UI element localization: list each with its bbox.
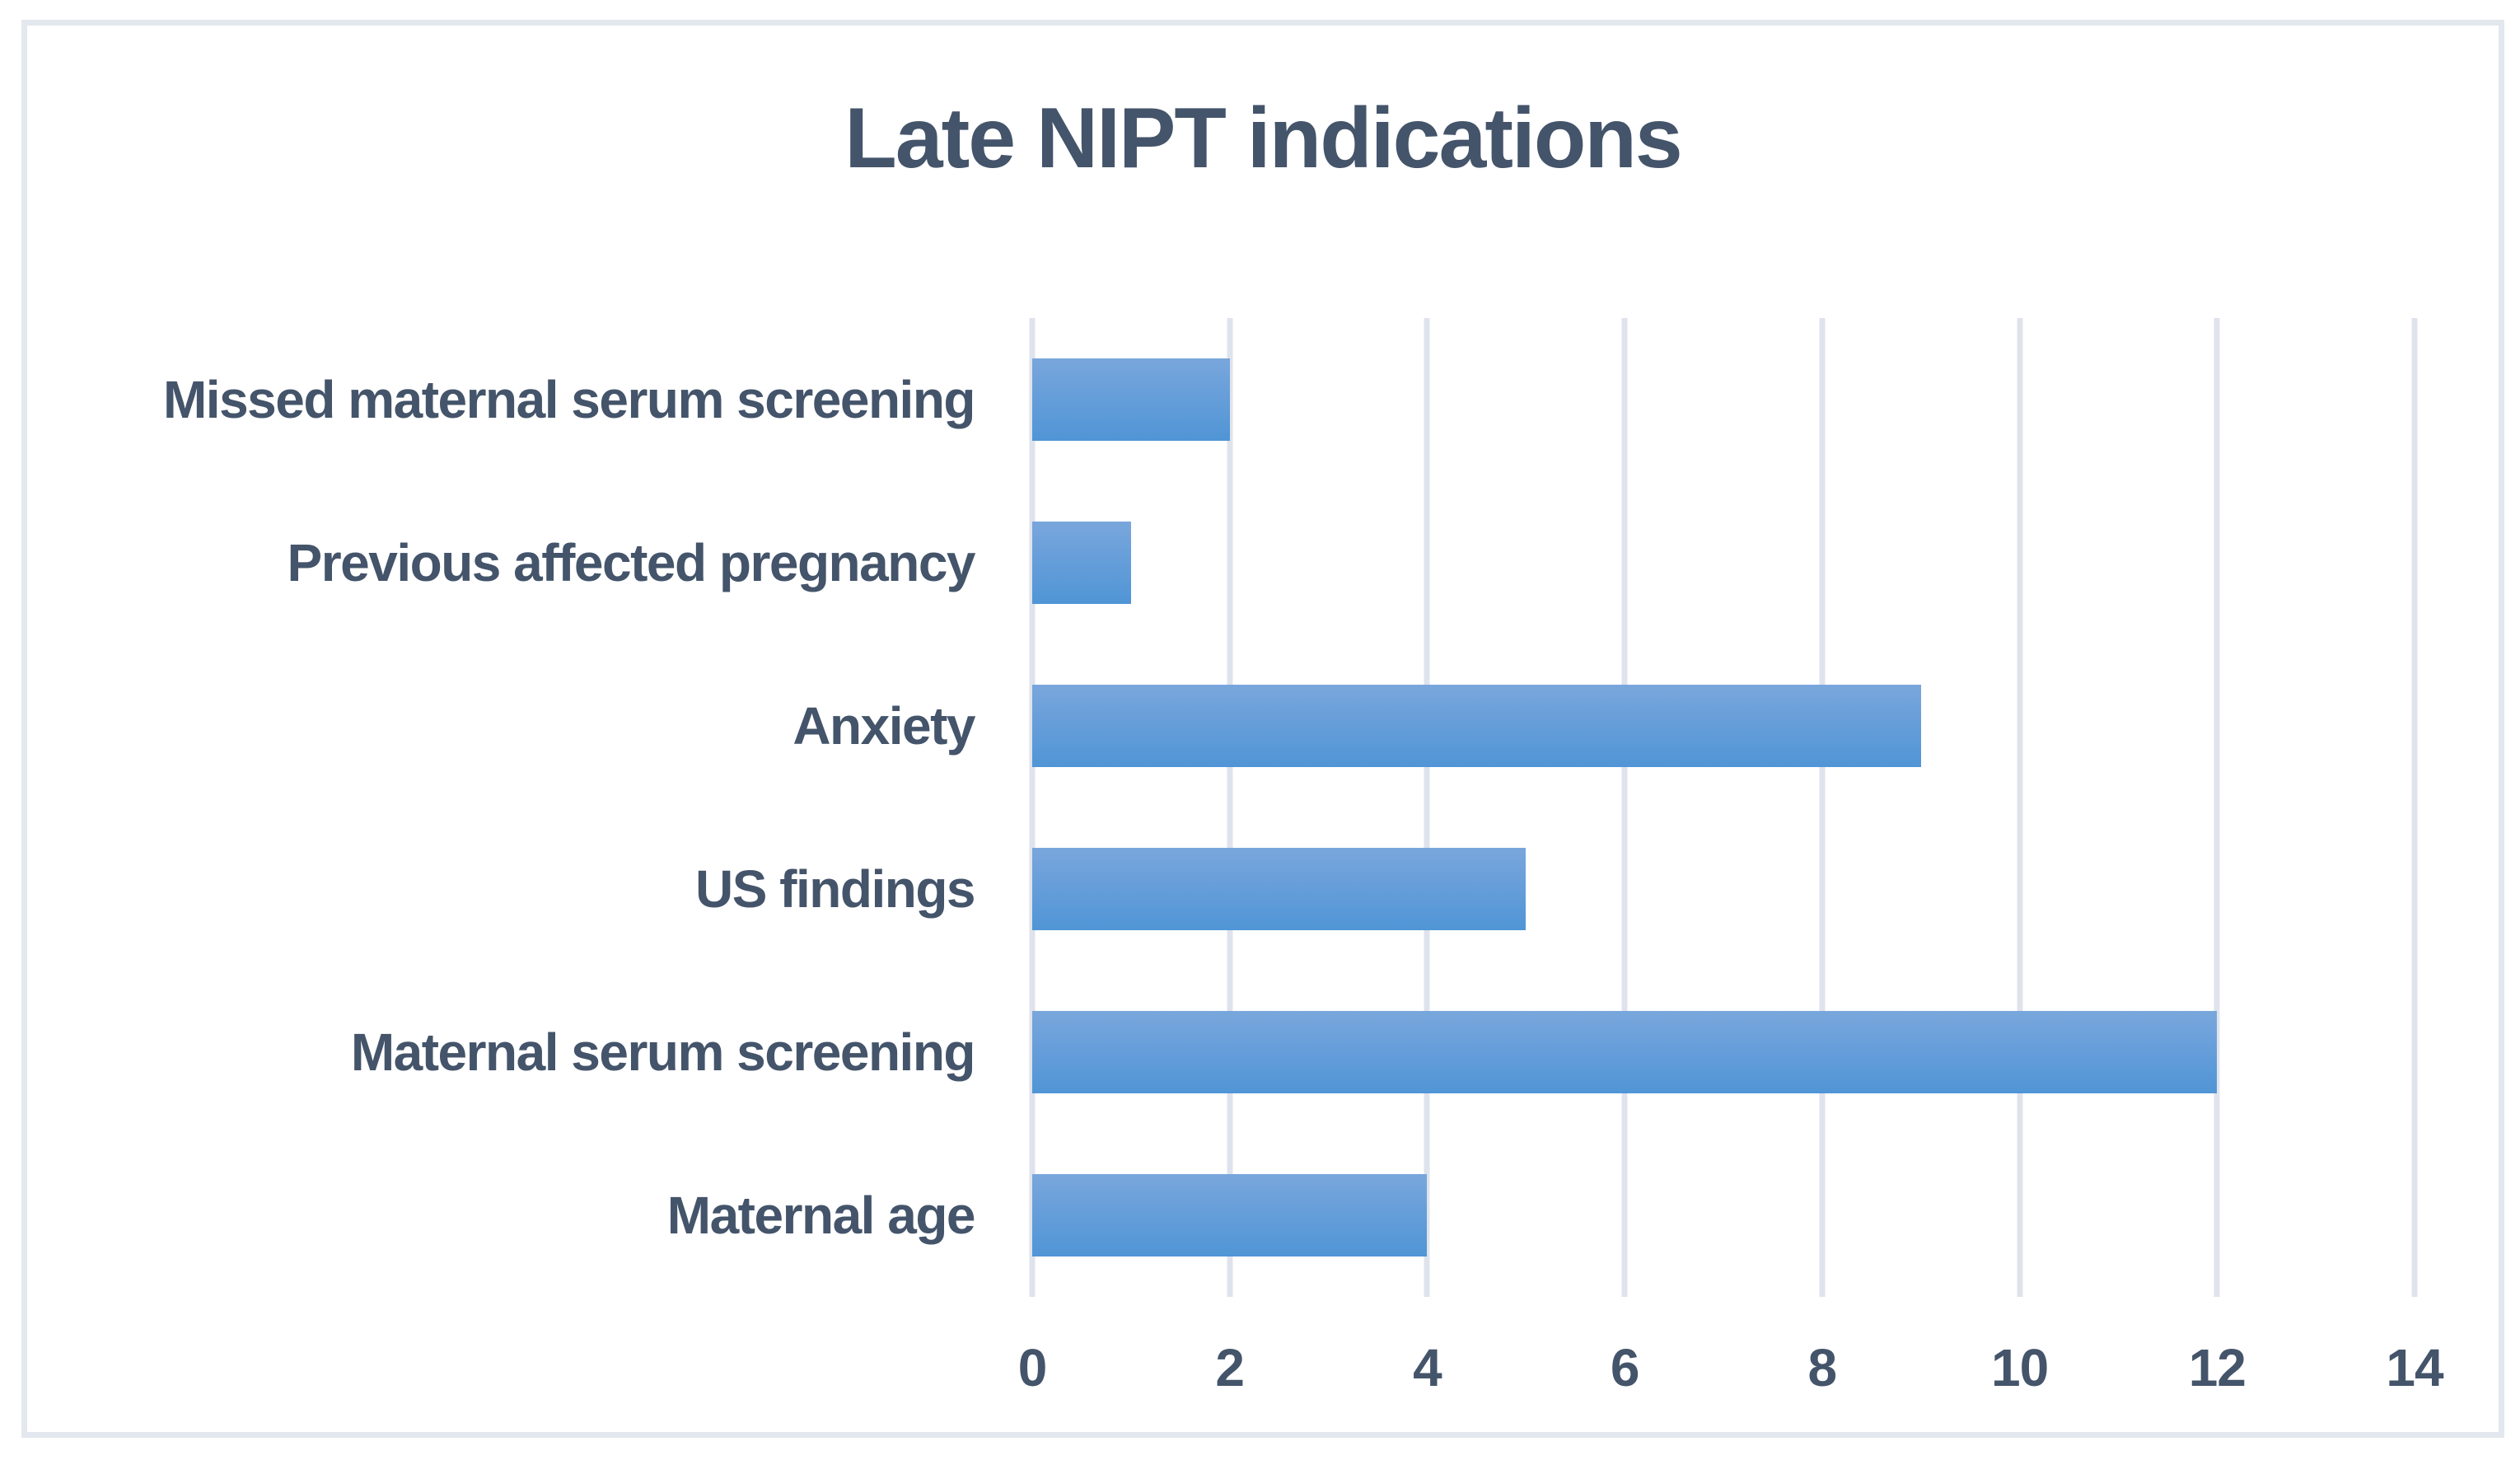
gridline-0 [1029,318,1036,1297]
gridline-12 [2214,318,2220,1297]
bar-previous-affected-pregnancy [1032,522,1131,604]
category-label: US findings [694,859,976,919]
bar-maternal-serum-screening [1032,1011,2218,1093]
bar-band [1032,807,2415,971]
gridline-10 [2017,318,2023,1297]
x-tick-label-2: 2 [1215,1338,1245,1397]
bar-us-findings [1032,848,1526,930]
x-tick-label-12: 12 [2188,1338,2246,1397]
category-row: Previous affected pregnancy [52,481,976,644]
value-axis: 0 2 4 6 8 10 12 14 [1018,1337,2444,1411]
bar-band [1032,481,2415,644]
x-tick-label-10: 10 [1990,1338,2049,1397]
category-label: Maternal age [666,1186,976,1245]
category-row: Maternal serum screening [52,971,976,1134]
gridline-2 [1227,318,1233,1297]
gridline-4 [1424,318,1430,1297]
bar-band [1032,644,2415,807]
category-row: Anxiety [52,644,975,807]
bar-series [1032,318,2415,1297]
category-row: Missed maternal serum screening [52,318,976,481]
x-tick-label-14: 14 [2386,1338,2443,1397]
x-tick-label-8: 8 [1807,1338,1838,1397]
chart-title: Late NIPT indications [844,91,1682,186]
plot-area [1029,318,2418,1297]
chart-frame: Late NIPT indications Missed maternal se… [21,20,2504,1438]
bar-maternal-age [1032,1174,1428,1256]
category-axis: Missed maternal serum screening Previous … [52,318,976,1297]
x-tick-label-0: 0 [1017,1338,1048,1397]
category-row: Maternal age [52,1134,976,1297]
bar-band [1032,971,2415,1134]
gridline-14 [2411,318,2418,1297]
category-label: Previous affected pregnancy [287,533,976,592]
category-label: Anxiety [792,696,975,756]
bar-band [1032,318,2415,481]
category-label: Missed maternal serum screening [162,370,976,429]
gridline-8 [1819,318,1826,1297]
x-tick-label-4: 4 [1413,1338,1442,1397]
gridline-6 [1621,318,1628,1297]
category-row: US findings [52,807,976,971]
x-tick-label-6: 6 [1610,1338,1640,1397]
bar-band [1032,1134,2415,1297]
category-label: Maternal serum screening [350,1022,976,1082]
bar-missed-maternal-serum-screening [1032,358,1230,441]
bar-anxiety [1032,685,1921,767]
